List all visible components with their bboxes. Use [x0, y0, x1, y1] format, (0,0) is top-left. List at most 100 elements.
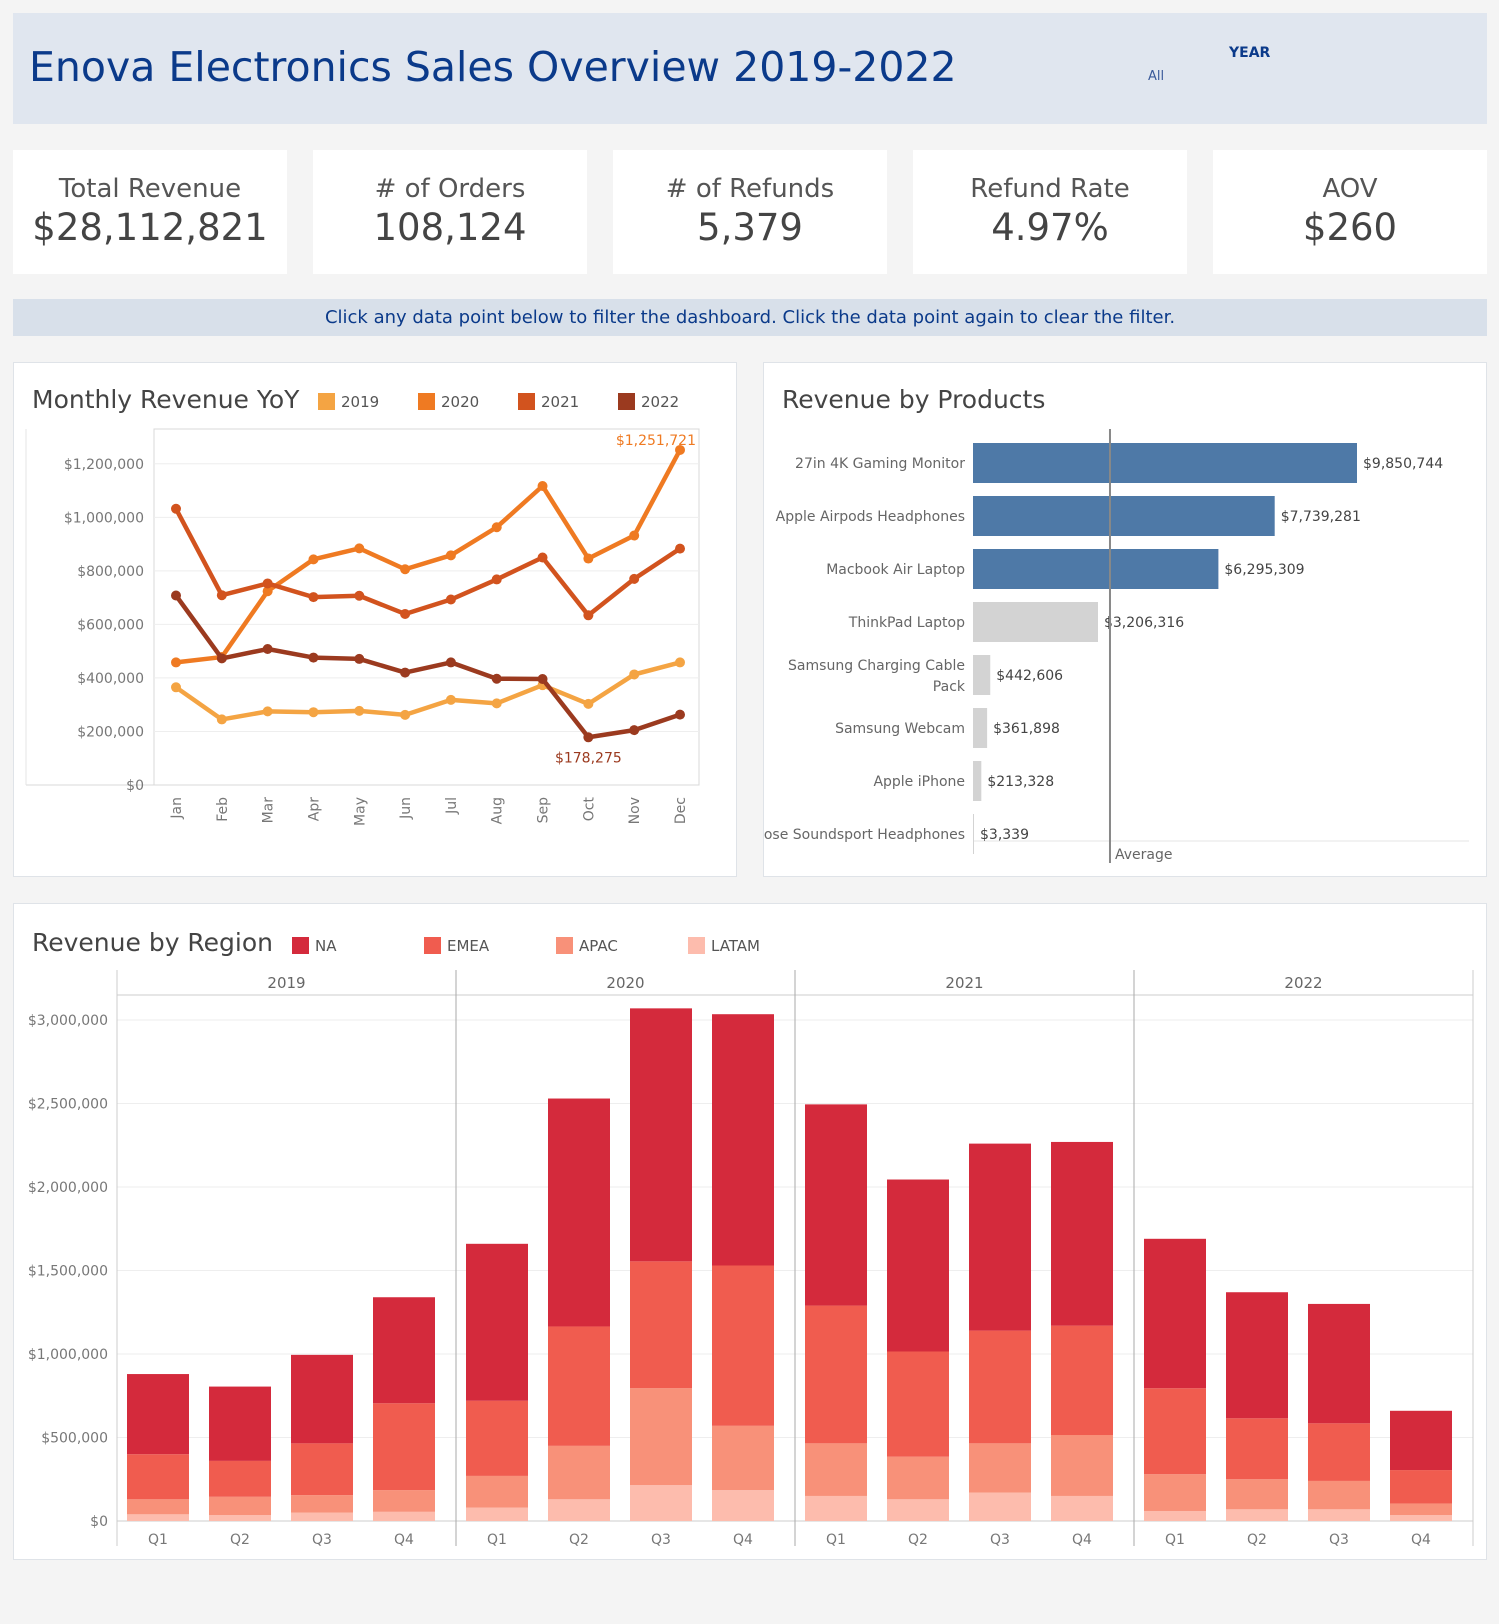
quarter-label: Q4 — [394, 1532, 414, 1548]
bar-segment-latam — [466, 1507, 528, 1521]
x-tick-label: Feb — [215, 797, 231, 822]
products-chart-title: Revenue by Products — [782, 385, 1046, 414]
bar-8 — [973, 814, 974, 854]
quarter-label: Q4 — [1072, 1532, 1092, 1548]
quarter-label: Q4 — [1411, 1532, 1431, 1548]
data-point-2022 — [400, 667, 411, 678]
bar-segment-emea — [712, 1265, 774, 1426]
data-point-2022 — [491, 673, 502, 684]
bar-segment-latam — [373, 1511, 435, 1521]
legend-item-2020[interactable]: 2020 — [418, 393, 479, 411]
data-point-2022 — [262, 644, 273, 655]
kpi-value: 4.97% — [991, 206, 1109, 249]
x-tick-label: Jan — [169, 797, 185, 820]
bar-segment-na — [291, 1354, 353, 1444]
legend-label: 2022 — [641, 393, 680, 411]
legend-item-apac[interactable]: APAC — [556, 937, 618, 955]
series-line-2020 — [175, 448, 682, 665]
bar-segment-latam — [1390, 1515, 1452, 1521]
year-header: 2019 — [267, 974, 305, 992]
quarter-label: Q1 — [487, 1532, 507, 1548]
x-tick-label: Oct — [581, 797, 597, 822]
legend-label: 2021 — [541, 393, 580, 411]
bar-segment-na — [969, 1143, 1031, 1331]
legend-item-2019[interactable]: 2019 — [318, 393, 379, 411]
legend-swatch — [292, 937, 309, 954]
x-tick-label: Apr — [306, 797, 322, 821]
data-point-2019 — [445, 694, 456, 705]
kpi-refunds: # of Refunds 5,379 — [613, 150, 887, 274]
data-point-2020 — [354, 543, 365, 554]
data-point-2022 — [629, 725, 640, 736]
data-point-2019 — [400, 709, 411, 720]
data-point-2020 — [308, 554, 319, 565]
data-point-2021 — [400, 608, 411, 619]
bar-segment-emea — [548, 1326, 610, 1446]
legend-swatch — [556, 937, 573, 954]
data-label: $1,251,721 — [616, 433, 696, 449]
bar-segment-na — [1390, 1410, 1452, 1471]
bar-segment-na — [209, 1386, 271, 1461]
category-label: Apple iPhone — [873, 774, 965, 790]
bar-segment-na — [1308, 1303, 1370, 1424]
data-point-2019 — [629, 669, 640, 680]
bar-7 — [973, 761, 982, 801]
bar-segment-apac — [1144, 1474, 1206, 1511]
bar-segment-latam — [209, 1515, 271, 1521]
revenue-by-region-stacked-chart[interactable]: $0 $500,000 $1,000,000 $1,500,000 $2,000,000… — [14, 904, 1486, 1559]
kpi-label: # of Refunds — [665, 174, 835, 204]
bar-segment-apac — [805, 1443, 867, 1496]
legend-item-na[interactable]: NA — [292, 937, 336, 955]
legend-swatch — [418, 393, 435, 410]
monthly-revenue-panel: Monthly Revenue YoY 2019 2020 2021 2022 … — [13, 362, 737, 877]
y-tick-label: $3,000,000 — [28, 1013, 108, 1029]
quarter-label: Q2 — [230, 1532, 250, 1548]
series-line-2019 — [174, 660, 681, 722]
legend-swatch — [424, 937, 441, 954]
bar-segment-emea — [969, 1330, 1031, 1444]
legend-item-2021[interactable]: 2021 — [518, 393, 579, 411]
kpi-value: 108,124 — [373, 206, 527, 249]
data-point-2021 — [308, 592, 319, 603]
x-tick-label: Nov — [627, 797, 643, 824]
value-label: $7,739,281 — [1281, 509, 1361, 525]
kpi-label: Refund Rate — [970, 174, 1130, 204]
bar-segment-na — [805, 1104, 867, 1306]
data-point-2022 — [354, 653, 365, 664]
dashboard-title: Enova Electronics Sales Overview 2019-20… — [29, 43, 957, 91]
bar-5 — [973, 655, 991, 695]
monthly-chart-title: Monthly Revenue YoY — [32, 385, 300, 414]
bar-segment-latam — [630, 1485, 692, 1521]
kpi-orders: # of Orders 108,124 — [313, 150, 587, 274]
value-label: $213,328 — [987, 774, 1054, 790]
data-point-2021 — [583, 610, 594, 621]
legend-item-latam[interactable]: LATAM — [688, 937, 760, 955]
year-header: 2020 — [606, 974, 644, 992]
products-panel: Revenue by Products 27in 4K Gaming Monit… — [763, 362, 1487, 877]
legend-item-2022[interactable]: 2022 — [618, 393, 679, 411]
quarter-label: Q2 — [1247, 1532, 1267, 1548]
monthly-revenue-line-chart[interactable]: $0 $200,000 $400,000 $600,000 $800,000 $1,000… — [14, 363, 736, 876]
kpi-value: $28,112,821 — [32, 206, 268, 249]
y-tick-label: $600,000 — [77, 617, 144, 633]
bar-segment-apac — [969, 1443, 1031, 1493]
data-point-2020 — [537, 481, 548, 492]
plot-area — [153, 428, 700, 786]
bar-segment-na — [127, 1374, 189, 1455]
year-filter-value[interactable]: All — [1148, 69, 1165, 84]
data-point-2019 — [583, 698, 594, 709]
data-point-2020 — [262, 586, 273, 597]
legend-item-emea[interactable]: EMEA — [424, 937, 489, 955]
bar-segment-emea — [1051, 1325, 1113, 1436]
data-point-2022 — [445, 657, 456, 668]
year-filter-label: YEAR — [1229, 45, 1271, 61]
legend-swatch — [318, 393, 335, 410]
bar-6 — [973, 708, 988, 748]
bar-segment-latam — [1144, 1510, 1206, 1521]
category-label: Bose Soundsport Headphones — [764, 827, 965, 843]
revenue-by-products-bar-chart[interactable]: 27in 4K Gaming Monitor $9,850,744 Apple Ai… — [764, 363, 1486, 876]
year-header: 2022 — [1284, 974, 1322, 992]
y-tick-label: $0 — [126, 778, 144, 794]
data-point-2019 — [171, 682, 181, 693]
y-tick-label: $200,000 — [77, 724, 144, 740]
